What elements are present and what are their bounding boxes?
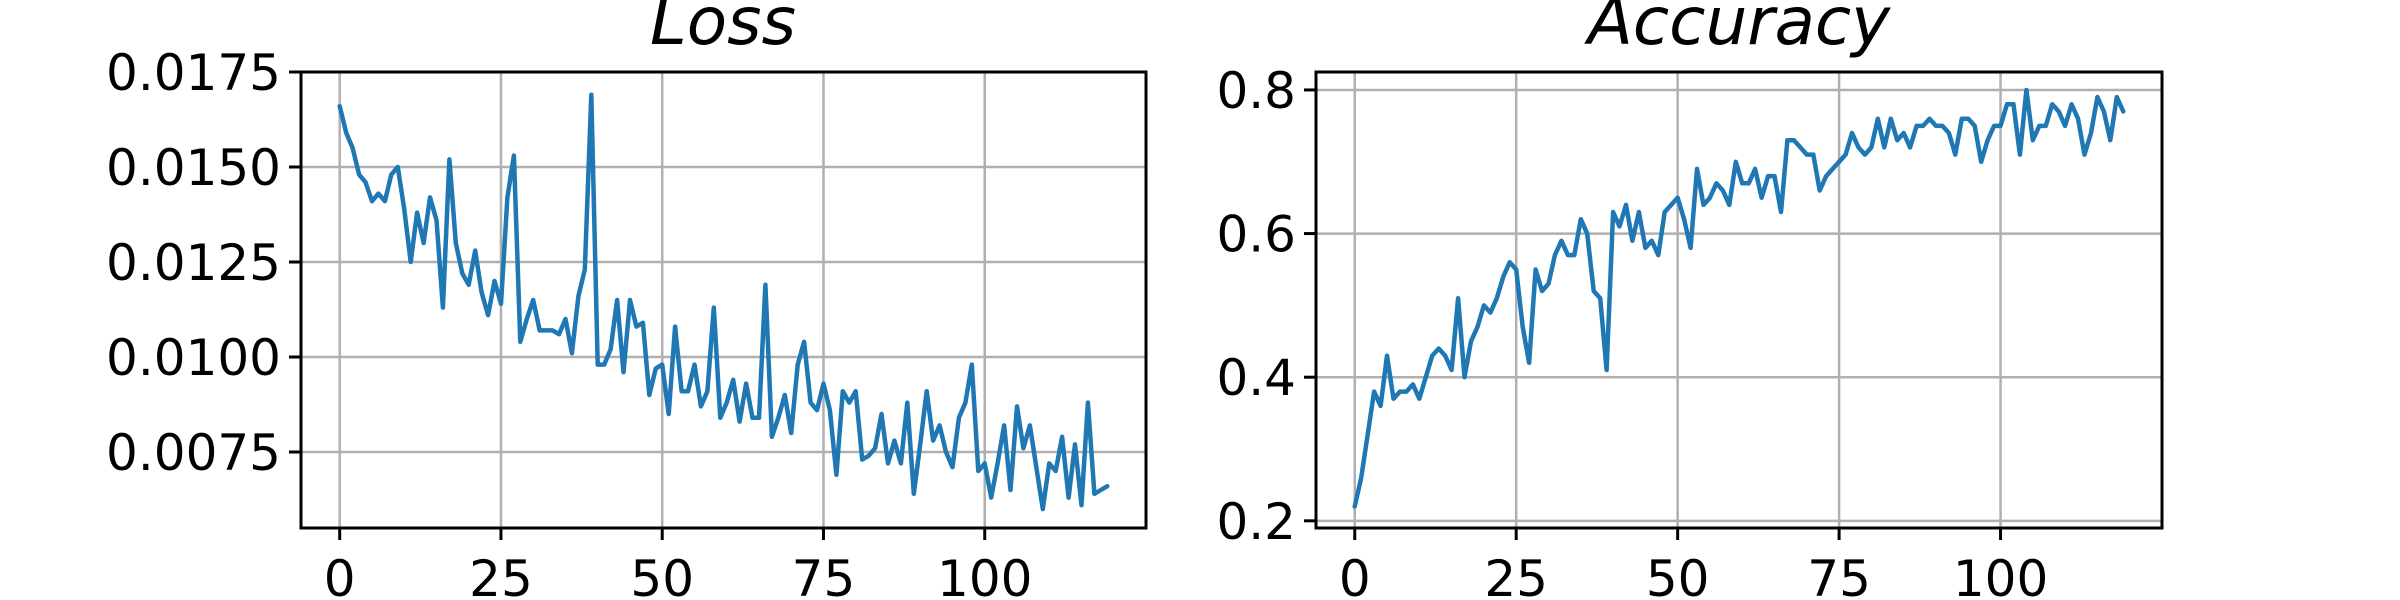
loss-y-tick-label: 0.0100: [106, 329, 281, 387]
accuracy-chart: Accuracy 0 25 50 75 100 0.2 0.4 0.6 0.8: [1216, 0, 2164, 600]
loss-chart: Loss 0 25 50 75 100 0.0075 0.0100 0.0125 0.0150 0.…: [106, 0, 1148, 600]
loss-x-tick-label: 0: [324, 550, 356, 600]
accuracy-x-tick-label: 100: [1953, 550, 2048, 600]
accuracy-y-tick-label: 0.8: [1216, 62, 1296, 120]
loss-x-tick-label: 25: [469, 550, 533, 600]
loss-series-line: [337, 92, 1110, 512]
loss-y-tick-label: 0.0125: [106, 234, 281, 292]
loss-x-tick-label: 100: [937, 550, 1032, 600]
loss-chart-title: Loss: [650, 0, 796, 60]
loss-y-tick-label: 0.0075: [106, 424, 281, 482]
accuracy-y-tick-label: 0.2: [1216, 493, 1296, 551]
accuracy-x-tick-label: 50: [1646, 550, 1710, 600]
accuracy-chart-title: Accuracy: [1584, 0, 1891, 60]
loss-x-tick-label: 75: [792, 550, 856, 600]
accuracy-y-tick-label: 0.4: [1216, 349, 1296, 407]
accuracy-x-tick-label: 0: [1339, 550, 1371, 600]
accuracy-series-line: [1352, 87, 2126, 509]
loss-plot-frame: [299, 70, 1148, 530]
accuracy-x-tick-label: 75: [1807, 550, 1871, 600]
loss-x-tick-label: 50: [630, 550, 694, 600]
accuracy-plot-frame: [1314, 70, 2164, 530]
loss-y-tick-label: 0.0150: [106, 139, 281, 197]
loss-y-tick-label: 0.0175: [106, 44, 281, 102]
accuracy-x-tick-label: 25: [1484, 550, 1548, 600]
accuracy-y-tick-label: 0.6: [1216, 206, 1296, 264]
